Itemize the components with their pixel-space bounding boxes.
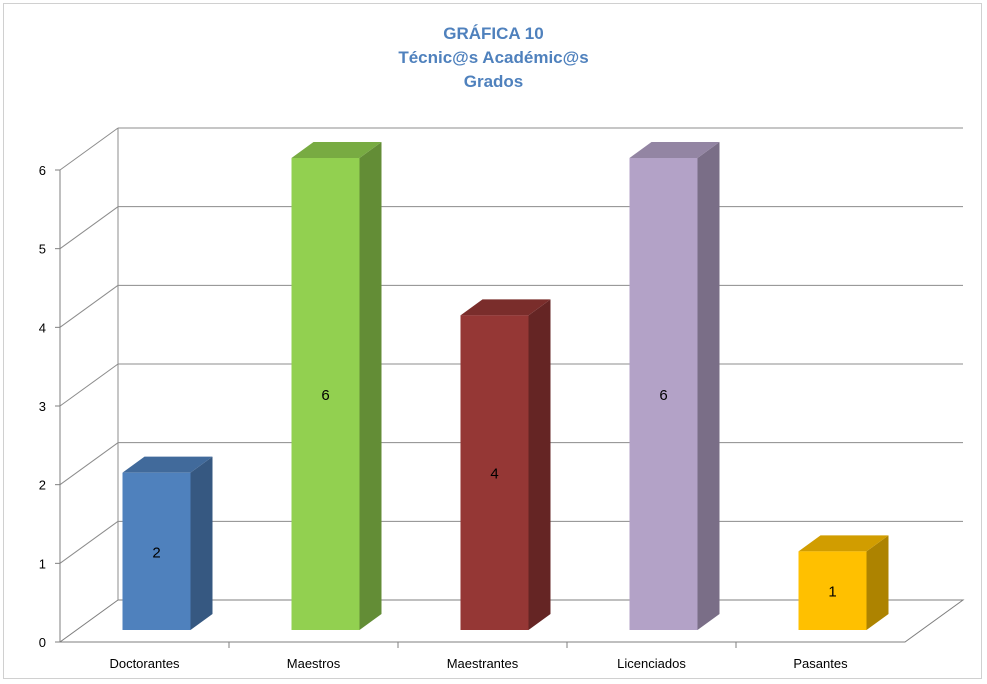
bar-side	[359, 142, 382, 630]
bar	[629, 158, 698, 630]
y-tick-label: 3	[39, 399, 46, 414]
gridline-side	[59, 284, 119, 328]
x-tick-label: Maestrantes	[447, 656, 519, 671]
x-tick-label: Licenciados	[617, 656, 686, 671]
data-label: 4	[490, 466, 498, 483]
chart-title: GRÁFICA 10 Técnic@s Académic@s Grados	[0, 22, 987, 94]
y-tick-label: 1	[39, 556, 46, 571]
data-label: 6	[659, 387, 667, 404]
bar-side	[697, 142, 720, 630]
bar-side	[866, 535, 889, 630]
gridline-side	[59, 520, 119, 564]
bar-top	[798, 535, 889, 552]
chart-title-line-2: Técnic@s Académic@s	[398, 48, 589, 67]
bar-side	[528, 299, 551, 630]
y-tick-label: 0	[39, 635, 46, 650]
y-tick-label: 4	[39, 320, 46, 335]
bar-top	[122, 456, 213, 473]
bar	[460, 315, 529, 630]
data-label: 6	[321, 387, 329, 404]
x-tick-label: Doctorantes	[109, 656, 180, 671]
y-tick-label: 5	[39, 242, 46, 257]
gridline-side	[59, 363, 119, 407]
y-tick-label: 2	[39, 478, 46, 493]
gridline-side	[59, 127, 119, 171]
data-label: 2	[152, 544, 160, 561]
x-tick-label: Pasantes	[793, 656, 848, 671]
bar-top	[460, 299, 551, 316]
bar-side	[190, 456, 213, 630]
bar-top	[291, 142, 382, 158]
bar	[122, 472, 191, 630]
data-label: 1	[828, 584, 836, 601]
bar	[798, 551, 867, 630]
chart-title-line-1: GRÁFICA 10	[443, 24, 544, 43]
gridline-side	[59, 442, 119, 486]
bar	[291, 158, 360, 630]
bar-top	[629, 142, 720, 158]
gridline-side	[59, 206, 119, 250]
chart-title-line-3: Grados	[463, 72, 524, 91]
y-tick-label: 6	[39, 163, 46, 178]
x-tick-label: Maestros	[287, 656, 341, 671]
